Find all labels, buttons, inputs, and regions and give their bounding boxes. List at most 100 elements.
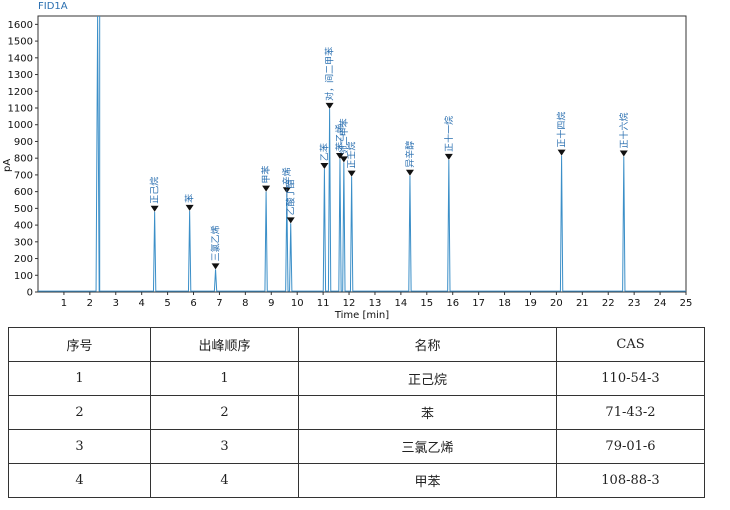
y-tick-label: 400 — [14, 221, 33, 232]
y-tick-label: 1100 — [8, 104, 33, 115]
y-tick-label: 1600 — [8, 20, 33, 31]
peak-marker — [282, 187, 291, 194]
x-tick-label: 10 — [291, 298, 304, 309]
peak-label: 辛烯 — [281, 167, 293, 185]
peak-label: 正己烷 — [149, 177, 161, 204]
peak-marker — [557, 149, 566, 156]
cell-elution-order: 3 — [150, 429, 299, 464]
y-tick-label: 500 — [14, 204, 33, 215]
y-tick-label: 1200 — [8, 87, 33, 98]
table-row: 3 3 三氯乙烯 79-01-6 — [8, 429, 705, 464]
cell-cas: 71-43-2 — [556, 395, 705, 430]
peak-marker — [150, 205, 159, 212]
peak-marker — [347, 170, 356, 177]
header-cas: CAS — [556, 327, 705, 362]
cell-index: 4 — [8, 463, 151, 498]
cell-index: 3 — [8, 429, 151, 464]
header-name: 名称 — [298, 327, 557, 362]
peak-label: 对，间二甲苯 — [324, 47, 336, 101]
y-tick-label: 1500 — [8, 37, 33, 48]
compound-table: 序号 出峰顺序 名称 CAS 1 1 正己烷 110-54-3 2 2 苯 71… — [8, 327, 705, 498]
peak-label: 乙酸丁酯 — [286, 179, 297, 215]
header-index: 序号 — [8, 327, 151, 362]
y-tick-label: 800 — [14, 154, 33, 165]
x-tick-label: 5 — [164, 298, 170, 309]
peak-label: 正十四烷 — [556, 112, 568, 148]
x-tick-label: 9 — [268, 298, 274, 309]
cell-index: 2 — [8, 395, 151, 430]
peak-marker — [185, 204, 194, 211]
table-row: 1 1 正己烷 110-54-3 — [8, 361, 705, 396]
peak-label: 三氯乙烯 — [210, 225, 222, 261]
y-tick-label: 1400 — [8, 53, 33, 64]
peak-label: 正壬烷 — [346, 142, 358, 169]
x-tick-label: 17 — [472, 298, 485, 309]
peak-marker — [286, 217, 295, 224]
peak-marker — [405, 169, 414, 176]
table-row: 4 4 甲苯 108-88-3 — [8, 463, 705, 498]
y-tick-label: 1300 — [8, 70, 33, 81]
peak-marker — [320, 163, 329, 170]
peak-label: 苯 — [184, 194, 196, 203]
y-tick-label: 700 — [14, 170, 33, 181]
chromatogram-chart: FID1A 0 100 200 300 400 500 600 700 800 900 1000 11… — [2, 1, 693, 321]
cell-name: 甲苯 — [298, 463, 557, 498]
peak-marker — [444, 153, 453, 160]
x-tick-label: 2 — [87, 298, 93, 309]
x-tick-label: 6 — [190, 298, 196, 309]
cell-name: 苯 — [298, 395, 557, 430]
x-tick-label: 11 — [317, 298, 330, 309]
y-tick-label: 200 — [14, 254, 33, 265]
peak-marker — [335, 153, 344, 160]
chromatogram-trace — [38, 15, 686, 292]
x-tick-label: 14 — [395, 298, 408, 309]
peak-marker — [262, 185, 271, 192]
x-tick-label: 15 — [420, 298, 433, 309]
x-tick-label: 24 — [654, 298, 667, 309]
peak-marker — [325, 102, 334, 109]
x-tick-label: 7 — [216, 298, 222, 309]
header-elution-order: 出峰顺序 — [150, 327, 299, 362]
detector-label: FID1A — [38, 1, 68, 12]
cell-elution-order: 1 — [150, 361, 299, 396]
y-tick-label: 100 — [14, 271, 33, 282]
cell-cas: 79-01-6 — [556, 429, 705, 464]
x-tick-label: 4 — [138, 298, 144, 309]
peak-label: 乙苯 — [318, 143, 330, 161]
x-axis-label: Time [min] — [334, 310, 389, 321]
x-tick-label: 8 — [242, 298, 248, 309]
peak-marker — [211, 263, 220, 270]
y-tick-label: 0 — [27, 288, 33, 299]
chromatogram-svg: 0 100 200 300 400 500 600 700 800 900 1000 1100 1200… — [2, 15, 693, 321]
y-tick-label: 1000 — [8, 120, 33, 131]
peak-label: 邻二甲苯 — [338, 118, 350, 154]
y-axis-label: pA — [2, 159, 13, 172]
cell-elution-order: 2 — [150, 395, 299, 430]
x-tick-label: 21 — [576, 298, 589, 309]
plot-frame — [37, 15, 687, 293]
peak-label: 苯乙烯 — [334, 124, 346, 151]
cell-cas: 108-88-3 — [556, 463, 705, 498]
table-row: 2 2 苯 71-43-2 — [8, 395, 705, 430]
peak-label: 正十一烷 — [443, 116, 455, 152]
cell-elution-order: 4 — [150, 463, 299, 498]
peak-marker — [339, 156, 348, 163]
x-tick-label: 18 — [498, 298, 511, 309]
peak-label: 异辛醇 — [404, 141, 416, 168]
x-tick-label: 16 — [446, 298, 459, 309]
y-tick-label: 600 — [14, 187, 33, 198]
x-tick-label: 20 — [550, 298, 563, 309]
table-header-row: 序号 出峰顺序 名称 CAS — [8, 327, 705, 362]
peak-label: 正十六烷 — [618, 112, 630, 148]
peak-label: 甲苯 — [260, 166, 272, 184]
x-tick-label: 23 — [628, 298, 641, 309]
y-tick-label: 900 — [14, 137, 33, 148]
x-tick-label: 12 — [343, 298, 356, 309]
cell-name: 三氯乙烯 — [298, 429, 557, 464]
cell-cas: 110-54-3 — [556, 361, 705, 396]
x-tick-label: 22 — [602, 298, 615, 309]
x-tick-label: 19 — [524, 298, 537, 309]
x-tick-label: 1 — [61, 298, 67, 309]
x-tick-label: 25 — [680, 298, 693, 309]
peak-marker — [619, 150, 628, 157]
